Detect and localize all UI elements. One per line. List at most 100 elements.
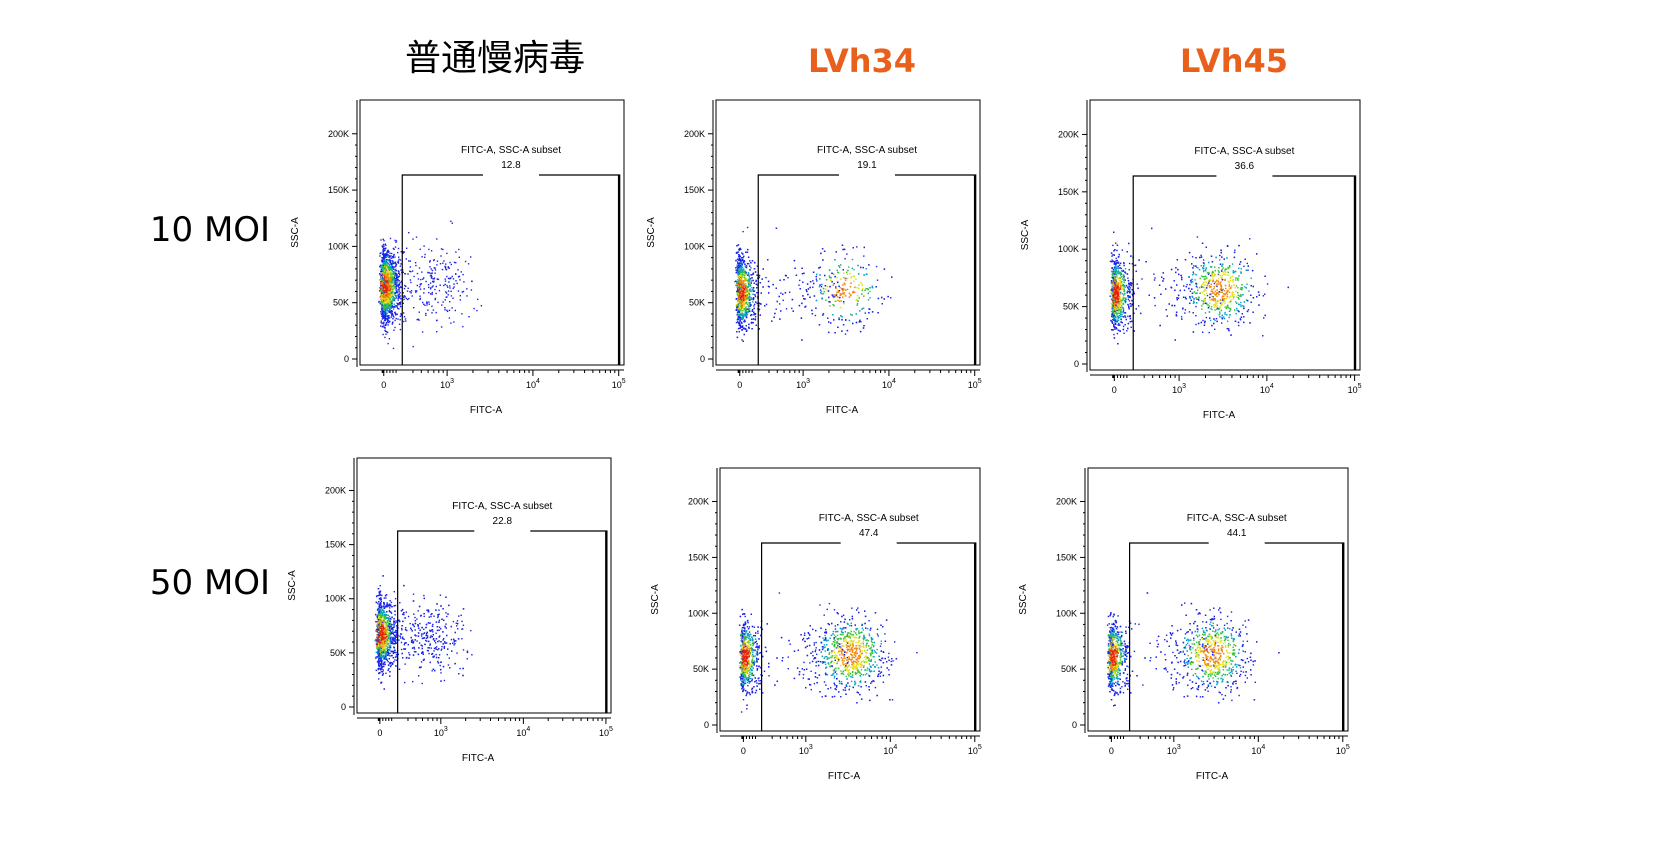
event-dot bbox=[403, 251, 405, 253]
event-dot bbox=[390, 278, 392, 280]
event-dot bbox=[853, 291, 856, 293]
event-dot bbox=[434, 272, 436, 274]
event-dot bbox=[381, 284, 383, 287]
event-dot bbox=[387, 324, 389, 326]
event-dot bbox=[394, 312, 396, 314]
event-dot bbox=[866, 318, 868, 320]
event-dot bbox=[399, 303, 401, 306]
event-dot bbox=[738, 276, 740, 278]
event-dot bbox=[862, 327, 865, 329]
event-dot bbox=[440, 326, 443, 328]
event-dot bbox=[386, 251, 388, 253]
event-dot bbox=[828, 269, 831, 271]
event-dot bbox=[379, 272, 381, 275]
event-dot bbox=[748, 306, 750, 308]
event-dot bbox=[847, 269, 849, 272]
event-dot bbox=[405, 320, 407, 322]
event-dot bbox=[844, 333, 847, 335]
event-dot bbox=[842, 284, 844, 286]
gate-box bbox=[757, 174, 977, 365]
event-dot bbox=[385, 271, 387, 273]
event-dot bbox=[412, 345, 414, 348]
event-dot bbox=[739, 277, 742, 280]
event-dot bbox=[396, 313, 398, 315]
event-dot bbox=[384, 291, 386, 294]
event-dot bbox=[839, 278, 842, 280]
event-dot bbox=[744, 311, 746, 313]
event-dot bbox=[471, 280, 473, 282]
event-dot bbox=[851, 276, 853, 278]
event-dot bbox=[751, 287, 753, 289]
event-dot bbox=[388, 295, 390, 297]
event-dot bbox=[399, 273, 401, 276]
event-dot bbox=[742, 327, 745, 330]
event-dot bbox=[392, 262, 394, 264]
event-dot bbox=[381, 261, 383, 263]
event-dot bbox=[467, 263, 470, 265]
event-dot bbox=[385, 323, 387, 325]
event-dot bbox=[394, 283, 396, 286]
event-dot bbox=[386, 309, 388, 311]
event-dot bbox=[447, 290, 450, 292]
event-dot bbox=[387, 299, 390, 302]
event-dot bbox=[748, 277, 751, 279]
event-dot bbox=[753, 307, 755, 310]
event-dot bbox=[741, 252, 743, 254]
event-dot bbox=[738, 264, 740, 266]
event-dot bbox=[738, 302, 740, 304]
event-dots bbox=[378, 220, 483, 350]
event-dot bbox=[737, 309, 740, 311]
event-dot bbox=[395, 290, 398, 292]
event-dot bbox=[738, 324, 740, 326]
event-dot bbox=[740, 283, 742, 286]
event-dot bbox=[745, 309, 748, 311]
event-dot bbox=[748, 281, 750, 283]
event-dot bbox=[380, 321, 382, 324]
event-dot bbox=[739, 255, 741, 258]
event-dot bbox=[839, 296, 841, 299]
event-dot bbox=[385, 244, 387, 246]
event-dot bbox=[382, 321, 385, 324]
event-dot bbox=[863, 274, 865, 276]
event-dot bbox=[750, 267, 752, 269]
event-dot bbox=[749, 285, 752, 287]
event-dot bbox=[833, 294, 835, 296]
event-dot bbox=[389, 278, 391, 281]
event-dot bbox=[435, 292, 437, 295]
event-dot bbox=[741, 302, 744, 304]
event-dot bbox=[737, 307, 739, 310]
event-dot bbox=[450, 220, 452, 222]
event-dot bbox=[392, 276, 395, 278]
event-dot bbox=[756, 287, 758, 289]
event-dot bbox=[745, 310, 748, 312]
event-dot bbox=[831, 294, 833, 296]
event-dot bbox=[392, 321, 394, 323]
event-dot bbox=[850, 313, 852, 316]
event-dot bbox=[739, 323, 741, 325]
event-dot bbox=[386, 260, 388, 262]
event-dot bbox=[419, 283, 422, 285]
event-dot bbox=[446, 296, 448, 298]
event-dot bbox=[392, 299, 395, 301]
event-dot bbox=[382, 323, 385, 325]
event-dot bbox=[798, 284, 800, 286]
event-dot bbox=[737, 265, 739, 267]
event-dot bbox=[432, 278, 434, 280]
event-dot bbox=[397, 262, 400, 264]
event-dot bbox=[382, 310, 384, 312]
event-dot bbox=[745, 296, 748, 298]
event-dot bbox=[746, 251, 749, 253]
event-dot bbox=[866, 288, 869, 290]
event-dot bbox=[458, 275, 461, 277]
event-dot bbox=[737, 315, 739, 317]
event-dot bbox=[423, 245, 425, 247]
event-dot bbox=[749, 265, 751, 267]
event-dot bbox=[392, 287, 394, 289]
event-dot bbox=[815, 278, 818, 280]
event-dot bbox=[875, 265, 878, 268]
event-dot bbox=[424, 304, 426, 307]
event-dot bbox=[384, 247, 386, 250]
event-dot bbox=[751, 328, 753, 330]
event-dot bbox=[1223, 298, 1225, 300]
